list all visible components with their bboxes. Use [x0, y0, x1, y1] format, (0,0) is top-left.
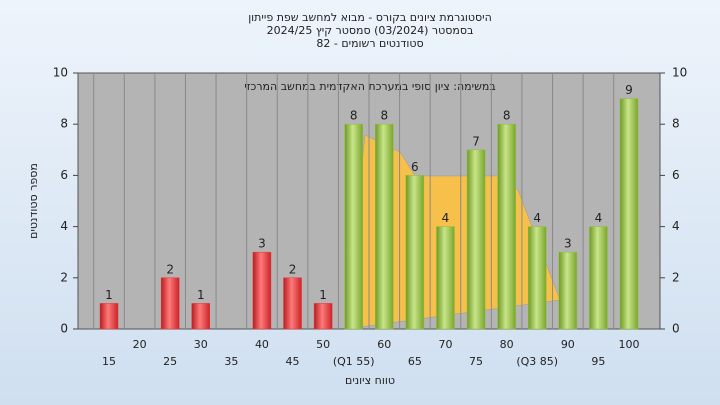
- data-label: 7: [472, 134, 480, 148]
- data-label: 8: [350, 109, 358, 123]
- x-tick-label: (Q3 85): [516, 355, 558, 368]
- chart-subtitle: בסמסטר (03/2024) סמסטר קיץ 2024/25: [267, 24, 474, 37]
- x-tick-label: 90: [561, 338, 575, 351]
- x-tick-label: 95: [591, 355, 605, 368]
- bar: [283, 277, 302, 330]
- x-tick-label: 70: [438, 338, 452, 351]
- x-tick-label: 25: [163, 355, 177, 368]
- x-tick-label: 100: [619, 338, 640, 351]
- x-tick-label: 30: [194, 338, 208, 351]
- y-axis-label: מספר סטודנטים: [27, 163, 40, 239]
- x-tick-label: 15: [102, 355, 116, 368]
- data-label: 4: [442, 211, 450, 225]
- x-tick-label: 75: [469, 355, 483, 368]
- bar: [466, 149, 486, 330]
- bar: [160, 277, 180, 330]
- data-label: 4: [595, 211, 603, 225]
- bar: [589, 226, 608, 330]
- annotation: במשימה: ציון סופי במערכת האקדמית במחשב ה…: [244, 80, 495, 93]
- bar: [99, 303, 119, 330]
- data-label: 6: [411, 160, 419, 174]
- x-axis-label: טווח ציונים: [345, 374, 395, 387]
- y-tick-label: 8: [60, 117, 68, 131]
- data-label: 3: [258, 237, 266, 251]
- data-label: 8: [503, 109, 511, 123]
- y-tick-label: 0: [60, 322, 68, 336]
- x-tick-label: 35: [224, 355, 238, 368]
- y2-tick-label: 0: [672, 322, 680, 336]
- y2-tick-label: 10: [672, 66, 687, 80]
- bar: [558, 251, 578, 330]
- data-label: 3: [564, 237, 572, 251]
- x-tick-label: (Q1 55): [333, 355, 375, 368]
- bar: [497, 123, 516, 330]
- x-tick-label: 45: [286, 355, 300, 368]
- chart-subtitle: סטודנטים רשומים - 82: [316, 37, 423, 50]
- bar: [527, 226, 547, 330]
- bar: [405, 175, 425, 330]
- y-tick-label: 6: [60, 168, 68, 182]
- x-tick-label: 60: [377, 338, 391, 351]
- chart-title: היסטוגרמת ציונים בקורס - מבוא למחשב שפת …: [248, 11, 492, 24]
- x-tick-label: 65: [408, 355, 422, 368]
- bar: [375, 123, 394, 330]
- data-label: 8: [380, 109, 388, 123]
- bar: [619, 98, 639, 330]
- data-label: 2: [289, 262, 297, 276]
- bar: [344, 123, 363, 330]
- data-label: 4: [533, 211, 541, 225]
- bar: [313, 303, 333, 330]
- data-label: 1: [197, 288, 205, 302]
- y-tick-label: 4: [60, 219, 68, 233]
- data-label: 1: [105, 288, 113, 302]
- y-tick-label: 10: [53, 66, 68, 80]
- y2-tick-label: 4: [672, 219, 680, 233]
- y2-tick-label: 2: [672, 270, 680, 284]
- data-label: 1: [319, 288, 327, 302]
- bar: [252, 251, 272, 330]
- data-label: 2: [166, 262, 174, 276]
- x-tick-label: 40: [255, 338, 269, 351]
- bar: [191, 303, 211, 330]
- bar: [436, 226, 455, 330]
- y2-tick-label: 6: [672, 168, 680, 182]
- y2-tick-label: 8: [672, 117, 680, 131]
- x-tick-label: 20: [133, 338, 147, 351]
- y-tick-label: 2: [60, 270, 68, 284]
- x-tick-label: 50: [316, 338, 330, 351]
- data-label: 9: [625, 83, 633, 97]
- x-tick-label: 80: [500, 338, 514, 351]
